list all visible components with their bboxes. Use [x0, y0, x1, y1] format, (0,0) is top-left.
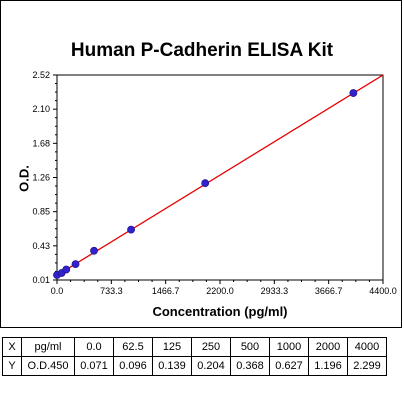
table-cell: 125	[152, 337, 192, 357]
data-point	[71, 260, 80, 269]
table-cell: O.D.450	[21, 356, 75, 376]
y-tick-label: 2.52	[32, 70, 50, 80]
table-cell: 500	[230, 337, 270, 357]
table-cell: 0.368	[230, 356, 270, 376]
y-tick-label: 1.68	[32, 138, 50, 148]
fit-line	[56, 74, 384, 276]
table-cell: Y	[2, 356, 22, 376]
x-tick-label: 3666.7	[315, 286, 343, 296]
data-table: X pg/ml 0.0 62.5 125 250 500 1000 2000 4…	[2, 337, 387, 376]
table-cell: 0.071	[74, 356, 114, 376]
x-tick-label: 0.0	[51, 286, 64, 296]
chart-title: Human P-Cadherin ELISA Kit	[70, 40, 334, 61]
y-tick-label: 2.10	[32, 104, 50, 114]
y-tick-label: 0.85	[32, 207, 50, 217]
table-cell: 0.0	[74, 337, 114, 357]
x-tick-label: 733.3	[100, 286, 123, 296]
table-cell: X	[2, 337, 22, 357]
table-cell: 250	[191, 337, 231, 357]
table-cell: 0.096	[113, 356, 153, 376]
table-cell: 1.196	[308, 356, 348, 376]
y-axis-label: O.D.	[16, 165, 32, 192]
table-cell: 4000	[347, 337, 387, 357]
data-point	[127, 225, 135, 234]
data-point	[90, 246, 98, 255]
table-cell: 62.5	[113, 337, 153, 357]
table-cell: 0.204	[191, 356, 231, 376]
table-cell: 0.627	[269, 356, 309, 376]
table-cell: 0.139	[152, 356, 192, 376]
y-tick-label: 0.01	[32, 275, 50, 285]
table-cell: 1000	[269, 337, 309, 357]
table-cell: 2000	[308, 337, 348, 357]
data-point	[201, 179, 210, 188]
x-axis-label: Concentration (pg/ml)	[152, 304, 288, 319]
table-cell: pg/ml	[21, 337, 75, 357]
data-point	[62, 265, 71, 274]
chart-plot: 0.0 733.3 1466.7 2200.0 2933.3 3666.7 4400.0 0.…	[32, 70, 397, 296]
x-tick-label: 2200.0	[206, 286, 234, 296]
chart-frame	[0, 0, 402, 328]
table-cell: 2.299	[347, 356, 387, 376]
table-row-x: X pg/ml 0.0 62.5 125 250 500 1000 2000 4…	[2, 337, 387, 357]
table-row-y: Y O.D.450 0.071 0.096 0.139 0.204 0.368 …	[2, 356, 387, 376]
data-point	[349, 89, 358, 97]
x-tick-label: 2933.3	[261, 286, 289, 296]
x-tick-label: 4400.0	[369, 286, 397, 296]
x-tick-label: 1466.7	[152, 286, 180, 296]
y-tick-label: 0.43	[32, 241, 50, 251]
y-tick-label: 1.26	[32, 173, 50, 183]
